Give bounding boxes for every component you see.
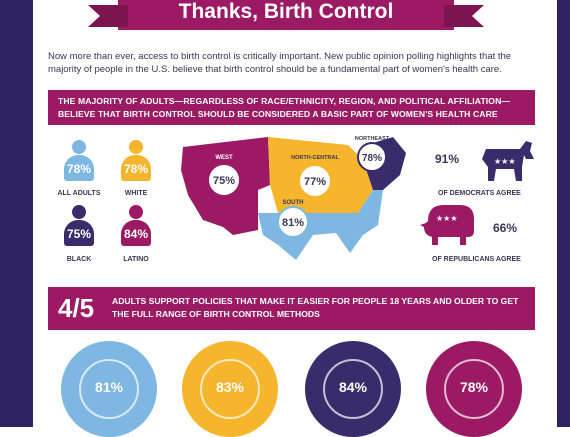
figure-value: 84%	[121, 220, 151, 246]
intro-text: Now more than ever, access to birth cont…	[48, 51, 512, 75]
figure-black: 75%	[59, 205, 99, 246]
donut-chart: 84%	[305, 341, 401, 437]
figure-white: 78%	[116, 140, 156, 181]
south-pin: 81% SOUTH	[277, 200, 309, 238]
south-pin-value: 81%	[282, 217, 304, 229]
donut-inner-ring	[79, 359, 139, 419]
section-heading-2-text: ADULTS SUPPORT POLICIES THAT MAKE IT EAS…	[112, 296, 519, 319]
republicans-value: 66%	[493, 221, 518, 235]
figure-label: LATINO	[123, 256, 149, 263]
figure-label: WHITE	[124, 190, 148, 197]
figure-label: BLACK	[66, 256, 92, 263]
person-icon	[129, 140, 143, 154]
fraction-stat: 4/5	[58, 293, 95, 323]
northeast-pin: 78% NORTHEAST	[355, 136, 390, 172]
donut-chart: 83%	[182, 341, 278, 437]
page-title: Thanks, Birth Control	[178, 0, 394, 23]
south-label: SOUTH	[283, 200, 304, 206]
section-heading-1-text: THE MAJORITY OF ADULTS—REGARDLESS OF RAC…	[58, 96, 511, 119]
figure-all-adults: 78%	[59, 140, 99, 181]
south-region	[258, 190, 383, 260]
title-banner: Thanks, Birth Control	[118, 0, 454, 30]
donut-value: 78%	[459, 379, 489, 395]
us-region-map: 75% WEST 77% NORTH-CENTRAL 78% NORTHEAST…	[181, 136, 406, 260]
svg-text:★★★: ★★★	[494, 157, 516, 166]
person-icon	[129, 205, 143, 219]
person-icon	[72, 140, 86, 154]
republicans-label: OF REPUBLICANS AGREE	[432, 256, 521, 263]
donut-value: 81%	[94, 379, 124, 395]
democrats-label: OF DEMOCRATS AGREE	[438, 190, 521, 197]
west-pin: 75% WEST	[207, 155, 241, 197]
north-central-label: NORTH-CENTRAL	[291, 155, 339, 161]
svg-text:★★★: ★★★	[436, 214, 458, 223]
donut-inner-ring	[444, 359, 504, 419]
donut-chart: 78%	[426, 341, 522, 437]
figure-latino: 84%	[116, 205, 156, 246]
figure-value: 78%	[121, 155, 151, 181]
north-central-pin-value: 77%	[304, 176, 326, 188]
west-pin-value: 75%	[213, 175, 235, 187]
left-border	[0, 0, 33, 427]
west-label: WEST	[215, 155, 233, 161]
elephant-icon: ★★★	[420, 205, 474, 245]
northeast-label: NORTHEAST	[355, 136, 390, 142]
figure-value: 78%	[64, 155, 94, 181]
north-central-pin: 77% NORTH-CENTRAL	[291, 155, 339, 198]
donut-chart: 81%	[61, 341, 157, 437]
section-heading-1: THE MAJORITY OF ADULTS—REGARDLESS OF RAC…	[48, 90, 535, 125]
donut-inner-ring	[323, 359, 383, 419]
donut-inner-ring	[200, 359, 260, 419]
donut-value: 83%	[215, 379, 245, 395]
figure-label: ALL ADULTS	[57, 190, 101, 197]
section-heading-2: 4/5 ADULTS SUPPORT POLICIES THAT MAKE IT…	[48, 287, 535, 330]
right-border	[557, 0, 570, 427]
donkey-icon: ★★★	[482, 141, 534, 181]
donut-value: 84%	[338, 379, 368, 395]
northeast-pin-value: 78%	[362, 153, 382, 164]
figure-value: 75%	[64, 220, 94, 246]
person-icon	[72, 205, 86, 219]
democrats-value: 91%	[435, 152, 460, 166]
